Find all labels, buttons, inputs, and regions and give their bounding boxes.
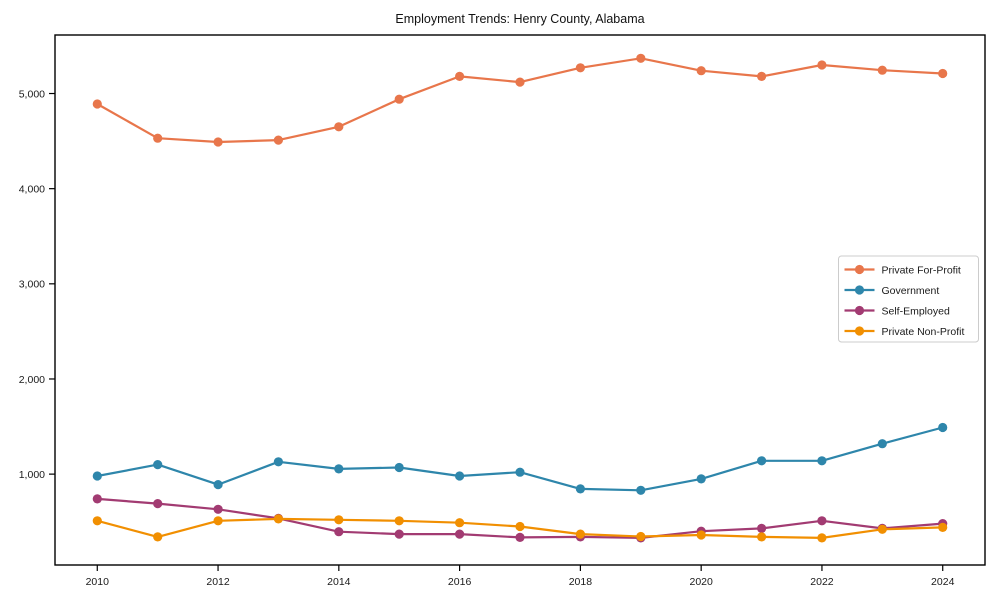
data-point-private-for-profit <box>636 53 646 63</box>
legend-label-private-non-profit: Private Non-Profit <box>882 326 965 338</box>
legend-marker-private-for-profit <box>854 264 865 275</box>
data-point-self-employed <box>817 516 827 526</box>
y-tick-label: 2,000 <box>19 374 45 386</box>
data-point-private-non-profit <box>213 516 223 526</box>
y-tick-label: 1,000 <box>19 469 45 481</box>
data-point-private-non-profit <box>938 522 948 533</box>
data-point-private-non-profit <box>575 529 586 539</box>
data-point-government <box>636 485 646 495</box>
data-point-private-for-profit <box>877 65 887 75</box>
data-point-self-employed <box>515 532 525 543</box>
y-tick-label: 5,000 <box>19 88 45 100</box>
legend-marker-self-employed <box>854 305 865 316</box>
data-point-self-employed <box>394 529 404 539</box>
data-point-government <box>515 467 525 477</box>
x-tick-label: 2016 <box>448 576 472 588</box>
data-point-private-for-profit <box>817 60 827 70</box>
data-point-private-non-profit <box>455 518 465 528</box>
chart-title: Employment Trends: Henry County, Alabama <box>395 12 644 26</box>
data-point-private-non-profit <box>696 530 706 540</box>
data-point-private-for-profit <box>575 63 586 73</box>
data-point-government <box>213 480 223 490</box>
legend-label-government: Government <box>882 285 940 297</box>
data-point-private-for-profit <box>334 122 344 132</box>
data-point-government <box>817 456 827 466</box>
legend-label-self-employed: Self-Employed <box>882 305 950 317</box>
data-point-private-for-profit <box>273 135 283 145</box>
data-point-self-employed <box>153 499 163 509</box>
data-point-government <box>92 471 102 481</box>
data-point-private-for-profit <box>92 99 102 109</box>
series-line-self-employed <box>96 497 944 540</box>
x-tick-label: 2012 <box>206 576 230 588</box>
data-point-self-employed <box>455 529 465 539</box>
data-point-government <box>273 457 283 467</box>
x-tick-label: 2022 <box>810 576 834 588</box>
plot-border <box>54 34 986 566</box>
data-point-self-employed <box>92 494 102 504</box>
data-point-private-non-profit <box>877 524 887 534</box>
data-point-government <box>696 474 706 484</box>
data-point-private-non-profit <box>334 515 344 525</box>
data-point-private-non-profit <box>757 532 767 542</box>
data-point-private-non-profit <box>515 521 525 532</box>
data-point-government <box>334 464 344 474</box>
data-point-private-for-profit <box>455 71 465 81</box>
x-tick-label: 2020 <box>689 576 713 588</box>
data-point-government <box>877 439 887 449</box>
data-point-private-non-profit <box>636 531 646 542</box>
legend-marker-private-non-profit <box>854 326 865 336</box>
data-point-private-non-profit <box>153 532 163 542</box>
data-point-government <box>757 456 767 466</box>
plot-area: 1,000 2,000 3,000 4,000 5,000 2010 2012 2014 201… <box>19 34 986 588</box>
y-tick-label: 4,000 <box>19 183 45 195</box>
data-point-government <box>455 471 465 481</box>
legend-label-private-for-profit: Private For-Profit <box>882 264 961 276</box>
data-point-private-non-profit <box>817 533 827 543</box>
legend-marker-government <box>854 285 865 295</box>
data-point-private-for-profit <box>938 68 948 79</box>
legend-box <box>838 255 979 343</box>
data-point-private-for-profit <box>757 71 767 81</box>
data-point-government <box>394 462 404 473</box>
x-tick-label: 2024 <box>931 576 955 588</box>
data-point-private-non-profit <box>92 516 102 526</box>
series-line-private-for-profit <box>96 57 944 144</box>
data-point-government <box>153 460 163 470</box>
data-point-self-employed <box>757 523 767 534</box>
x-tick-label: 2014 <box>327 576 351 588</box>
data-point-private-for-profit <box>213 137 223 147</box>
data-point-self-employed <box>334 527 344 537</box>
data-point-private-for-profit <box>515 77 525 87</box>
y-tick-label: 3,000 <box>19 279 45 291</box>
x-tick-label: 2018 <box>569 576 593 588</box>
data-point-private-for-profit <box>394 94 404 104</box>
data-point-self-employed <box>213 504 223 514</box>
x-tick-label: 2010 <box>86 576 110 588</box>
data-point-government <box>575 484 586 494</box>
data-point-private-for-profit <box>153 133 163 143</box>
series-line-government <box>96 426 944 492</box>
data-point-private-non-profit <box>273 514 283 524</box>
data-point-government <box>938 422 948 433</box>
data-point-private-non-profit <box>394 516 404 526</box>
data-point-private-for-profit <box>696 66 706 76</box>
